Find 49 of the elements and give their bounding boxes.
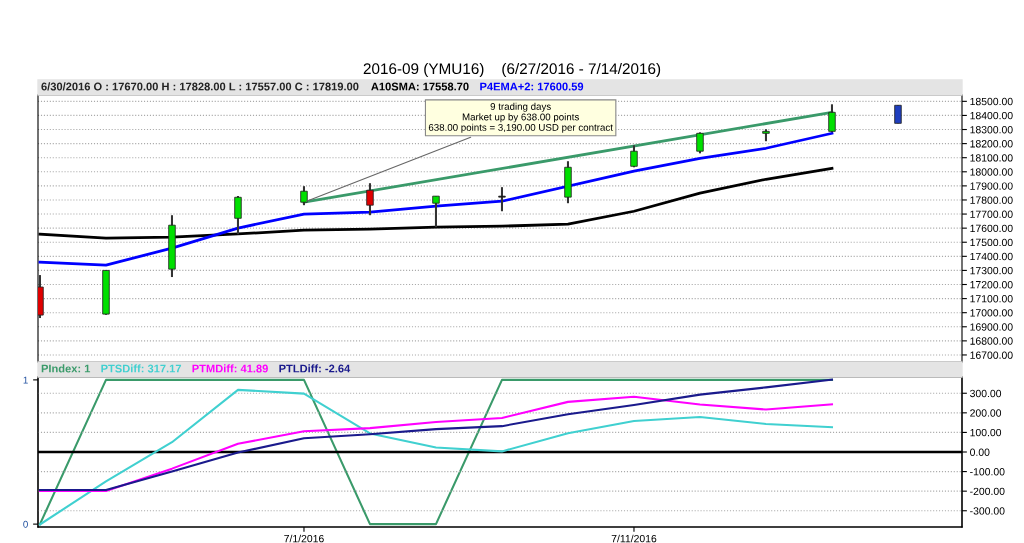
y-tick-label: 18400.00 [970,111,1013,120]
chart-title: 2016-09 (YMU16) (6/27/2016 - 7/14/2016) [363,62,661,78]
y-tick-label: 16800.00 [970,337,1013,345]
candlestick [894,104,902,125]
text: A10SMA: 17558.70 [371,82,469,91]
candlestick [432,195,440,229]
line-series [38,378,834,492]
y-tick-label: 17900.00 [970,182,1013,190]
candlestick [234,194,242,236]
x-tick-label: 7/11/2016 [611,534,657,543]
y-tick-label: 17100.00 [970,295,1013,303]
y2-tick-label: 300.00 [970,389,1002,398]
y-tick-label: 17700.00 [970,210,1013,218]
candlestick [696,131,704,155]
y-tick-label: 18200.00 [970,140,1013,148]
y-tick-label: 17300.00 [970,266,1013,275]
candlestick [828,103,836,134]
y2-tick-label: 0.00 [970,448,990,456]
y2-tick-label: -200.00 [970,487,1005,496]
text: PTLDiff: -2.64 [279,364,351,373]
candlestick [366,182,374,217]
y-tick-label: 18100.00 [970,154,1013,162]
y-tick-label: 18500.00 [970,97,1013,106]
y2-tick-label: 100.00 [970,428,1002,437]
y-tick-label: 17800.00 [970,196,1013,204]
annotation: 9 trading days Market up by 638.00 points 638.00 points = 3,190.00 USD per contract [428,102,613,133]
line-series [38,395,834,493]
text: PTSDiff: 317.17 [101,364,182,373]
candlestick [300,185,308,207]
y2-tick-label: 200.00 [970,409,1002,417]
y-tick-label: 17000.00 [970,309,1013,317]
y-tick-label: 1 [23,376,28,384]
candlestick [498,186,506,213]
y-tick-label: 17200.00 [970,281,1013,289]
series-label: PIndex: 1 [41,364,91,373]
y-tick-label: 17400.00 [970,252,1013,261]
text: P4EMA+2: 17600.59 [480,82,584,91]
y2-tick-label: -300.00 [970,507,1005,515]
text: 6/30/2016 O : 17670.00 H : 17828.00 L : 17557.00 C : 17819.00 [41,82,359,91]
y-tick-label: 16700.00 [970,351,1013,359]
y-tick-label: 18000.00 [970,168,1013,176]
y2-tick-label: -100.00 [970,468,1005,476]
y-tick-label: 17500.00 [970,238,1013,247]
text: PTMDiff: 41.89 [192,364,268,373]
y-tick-label: 16900.00 [970,323,1013,331]
y-tick-label: 18300.00 [970,126,1013,134]
y-tick-label: 17600.00 [970,224,1013,233]
x-tick-label: 7/1/2016 [284,534,324,543]
y-tick-label: 0 [23,520,28,528]
